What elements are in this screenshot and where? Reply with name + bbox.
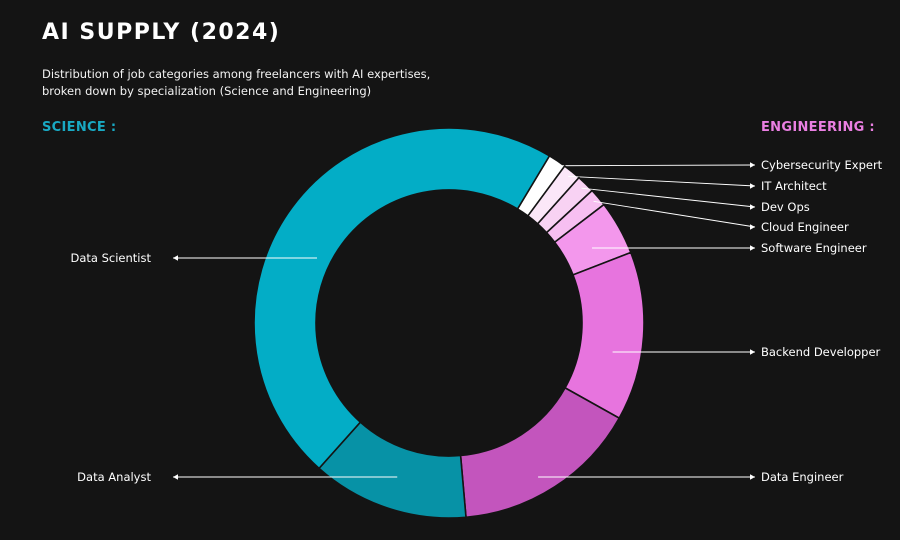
leader-line bbox=[553, 164, 756, 167]
slice-label-data-analyst: Data Analyst bbox=[77, 470, 151, 484]
leader-arrowhead bbox=[750, 245, 755, 251]
slice-data-scientist bbox=[253, 127, 551, 470]
leader-arrowhead bbox=[750, 162, 755, 168]
leader-arrowhead bbox=[750, 474, 755, 480]
leader-line bbox=[581, 187, 756, 208]
slice-data-engineer bbox=[459, 386, 621, 519]
leader-arrowhead bbox=[750, 349, 755, 355]
slice-label-data-engineer: Data Engineer bbox=[761, 470, 844, 484]
chart-subtitle: Distribution of job categories among fre… bbox=[42, 67, 431, 98]
science-group-heading: SCIENCE : bbox=[42, 120, 117, 135]
leader-arrowhead bbox=[750, 204, 755, 210]
slice-label-backend-developper: Backend Developper bbox=[761, 345, 881, 359]
slice-label-dev-ops: Dev Ops bbox=[761, 200, 810, 214]
leader-line bbox=[593, 200, 756, 228]
leader-arrowhead bbox=[750, 183, 755, 189]
engineering-group-heading: ENGINEERING : bbox=[761, 120, 875, 135]
slice-label-software-engineer: Software Engineer bbox=[761, 241, 867, 255]
slice-backend-developper bbox=[564, 251, 645, 420]
leader-arrowhead bbox=[173, 474, 178, 480]
slice-label-cloud-engineer: Cloud Engineer bbox=[761, 220, 849, 234]
leader-line bbox=[568, 175, 756, 187]
slice-label-cybersecurity-expert: Cybersecurity Expert bbox=[761, 158, 883, 172]
chart-title: AI SUPPLY (2024) bbox=[42, 20, 281, 45]
slice-label-data-scientist: Data Scientist bbox=[71, 251, 152, 265]
slice-label-it-architect: IT Architect bbox=[761, 179, 827, 193]
leader-arrowhead bbox=[750, 224, 755, 230]
leader-arrowhead bbox=[173, 255, 178, 261]
